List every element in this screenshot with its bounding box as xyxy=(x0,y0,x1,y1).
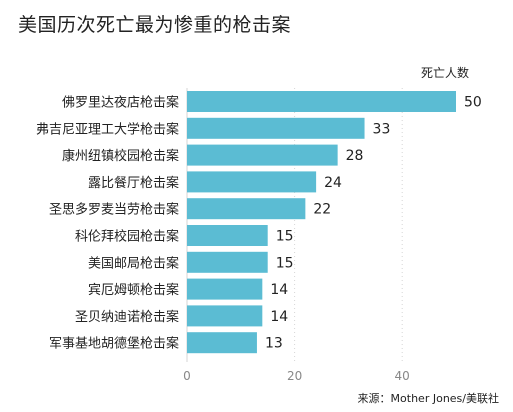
bar xyxy=(187,278,263,300)
bar xyxy=(187,117,365,139)
category-label: 圣贝纳迪诺枪击案 xyxy=(75,309,179,325)
bar xyxy=(187,332,257,354)
bar xyxy=(187,225,268,246)
category-label: 露比餐厅枪击案 xyxy=(88,175,179,191)
bar xyxy=(187,305,263,327)
bar xyxy=(187,144,338,166)
value-label: 14 xyxy=(270,309,288,325)
category-label: 美国邮局枪击案 xyxy=(88,255,179,271)
bar xyxy=(187,91,456,112)
x-tick-label: 20 xyxy=(287,369,302,383)
source-note: 来源：Mother Jones/美联社 xyxy=(357,392,499,405)
x-tick-label: 0 xyxy=(183,369,191,383)
category-label: 军事基地胡德堡枪击案 xyxy=(49,336,179,352)
value-label: 14 xyxy=(270,282,288,298)
x-tick-labels: 0 20 40 xyxy=(183,369,410,383)
value-label: 22 xyxy=(313,202,331,218)
bar xyxy=(187,198,306,220)
category-label: 佛罗里达夜店枪击案 xyxy=(62,95,179,111)
value-label: 33 xyxy=(373,121,391,137)
category-label: 宾厄姆顿枪击案 xyxy=(88,282,179,298)
value-label: 24 xyxy=(324,175,342,191)
value-label: 15 xyxy=(276,229,294,245)
category-label: 康州纽镇校园枪击案 xyxy=(62,148,179,164)
chart-title: 美国历次死亡最为惨重的枪击案 xyxy=(18,14,292,36)
category-labels: 佛罗里达夜店枪击案弗吉尼亚理工大学枪击案康州纽镇校园枪击案露比餐厅枪击案圣思多罗… xyxy=(36,95,179,352)
value-label: 50 xyxy=(464,95,482,111)
category-label: 弗吉尼亚理工大学枪击案 xyxy=(36,121,179,137)
bar xyxy=(187,171,317,193)
category-label: 科伦拜校园枪击案 xyxy=(75,229,179,245)
value-label: 28 xyxy=(346,148,364,164)
bar xyxy=(187,251,268,273)
x-tick-label: 40 xyxy=(395,369,410,383)
unit-label: 死亡人数 xyxy=(421,65,469,80)
category-label: 圣思多罗麦当劳枪击案 xyxy=(49,202,179,218)
value-label: 13 xyxy=(265,336,283,352)
bars xyxy=(187,91,456,354)
value-label: 15 xyxy=(276,255,294,271)
